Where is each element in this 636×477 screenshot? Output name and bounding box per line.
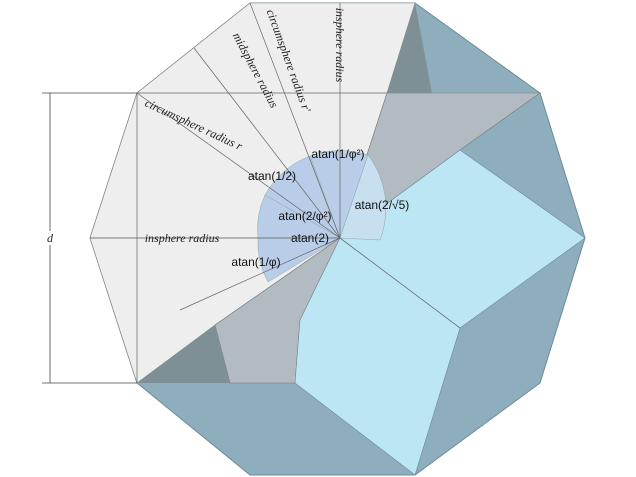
dark-triangle-top xyxy=(387,3,432,93)
angle-label: atan(2/φ²) xyxy=(278,209,331,223)
insphere-radius-vertical-label: insphere radius xyxy=(333,8,347,83)
dimension-label: d xyxy=(47,231,54,245)
angle-label: atan(1/φ) xyxy=(231,255,280,269)
radius-lines xyxy=(90,2,461,383)
angle-label: atan(1/2) xyxy=(248,169,296,183)
insphere-radius-label: insphere radius xyxy=(145,231,220,245)
angle-label: atan(2) xyxy=(291,231,329,245)
angle-label: atan(1/φ²) xyxy=(311,147,364,161)
dimension xyxy=(42,92,137,384)
dark-triangle-bottom xyxy=(137,325,230,383)
angle-label: atan(2/√5) xyxy=(355,198,410,212)
